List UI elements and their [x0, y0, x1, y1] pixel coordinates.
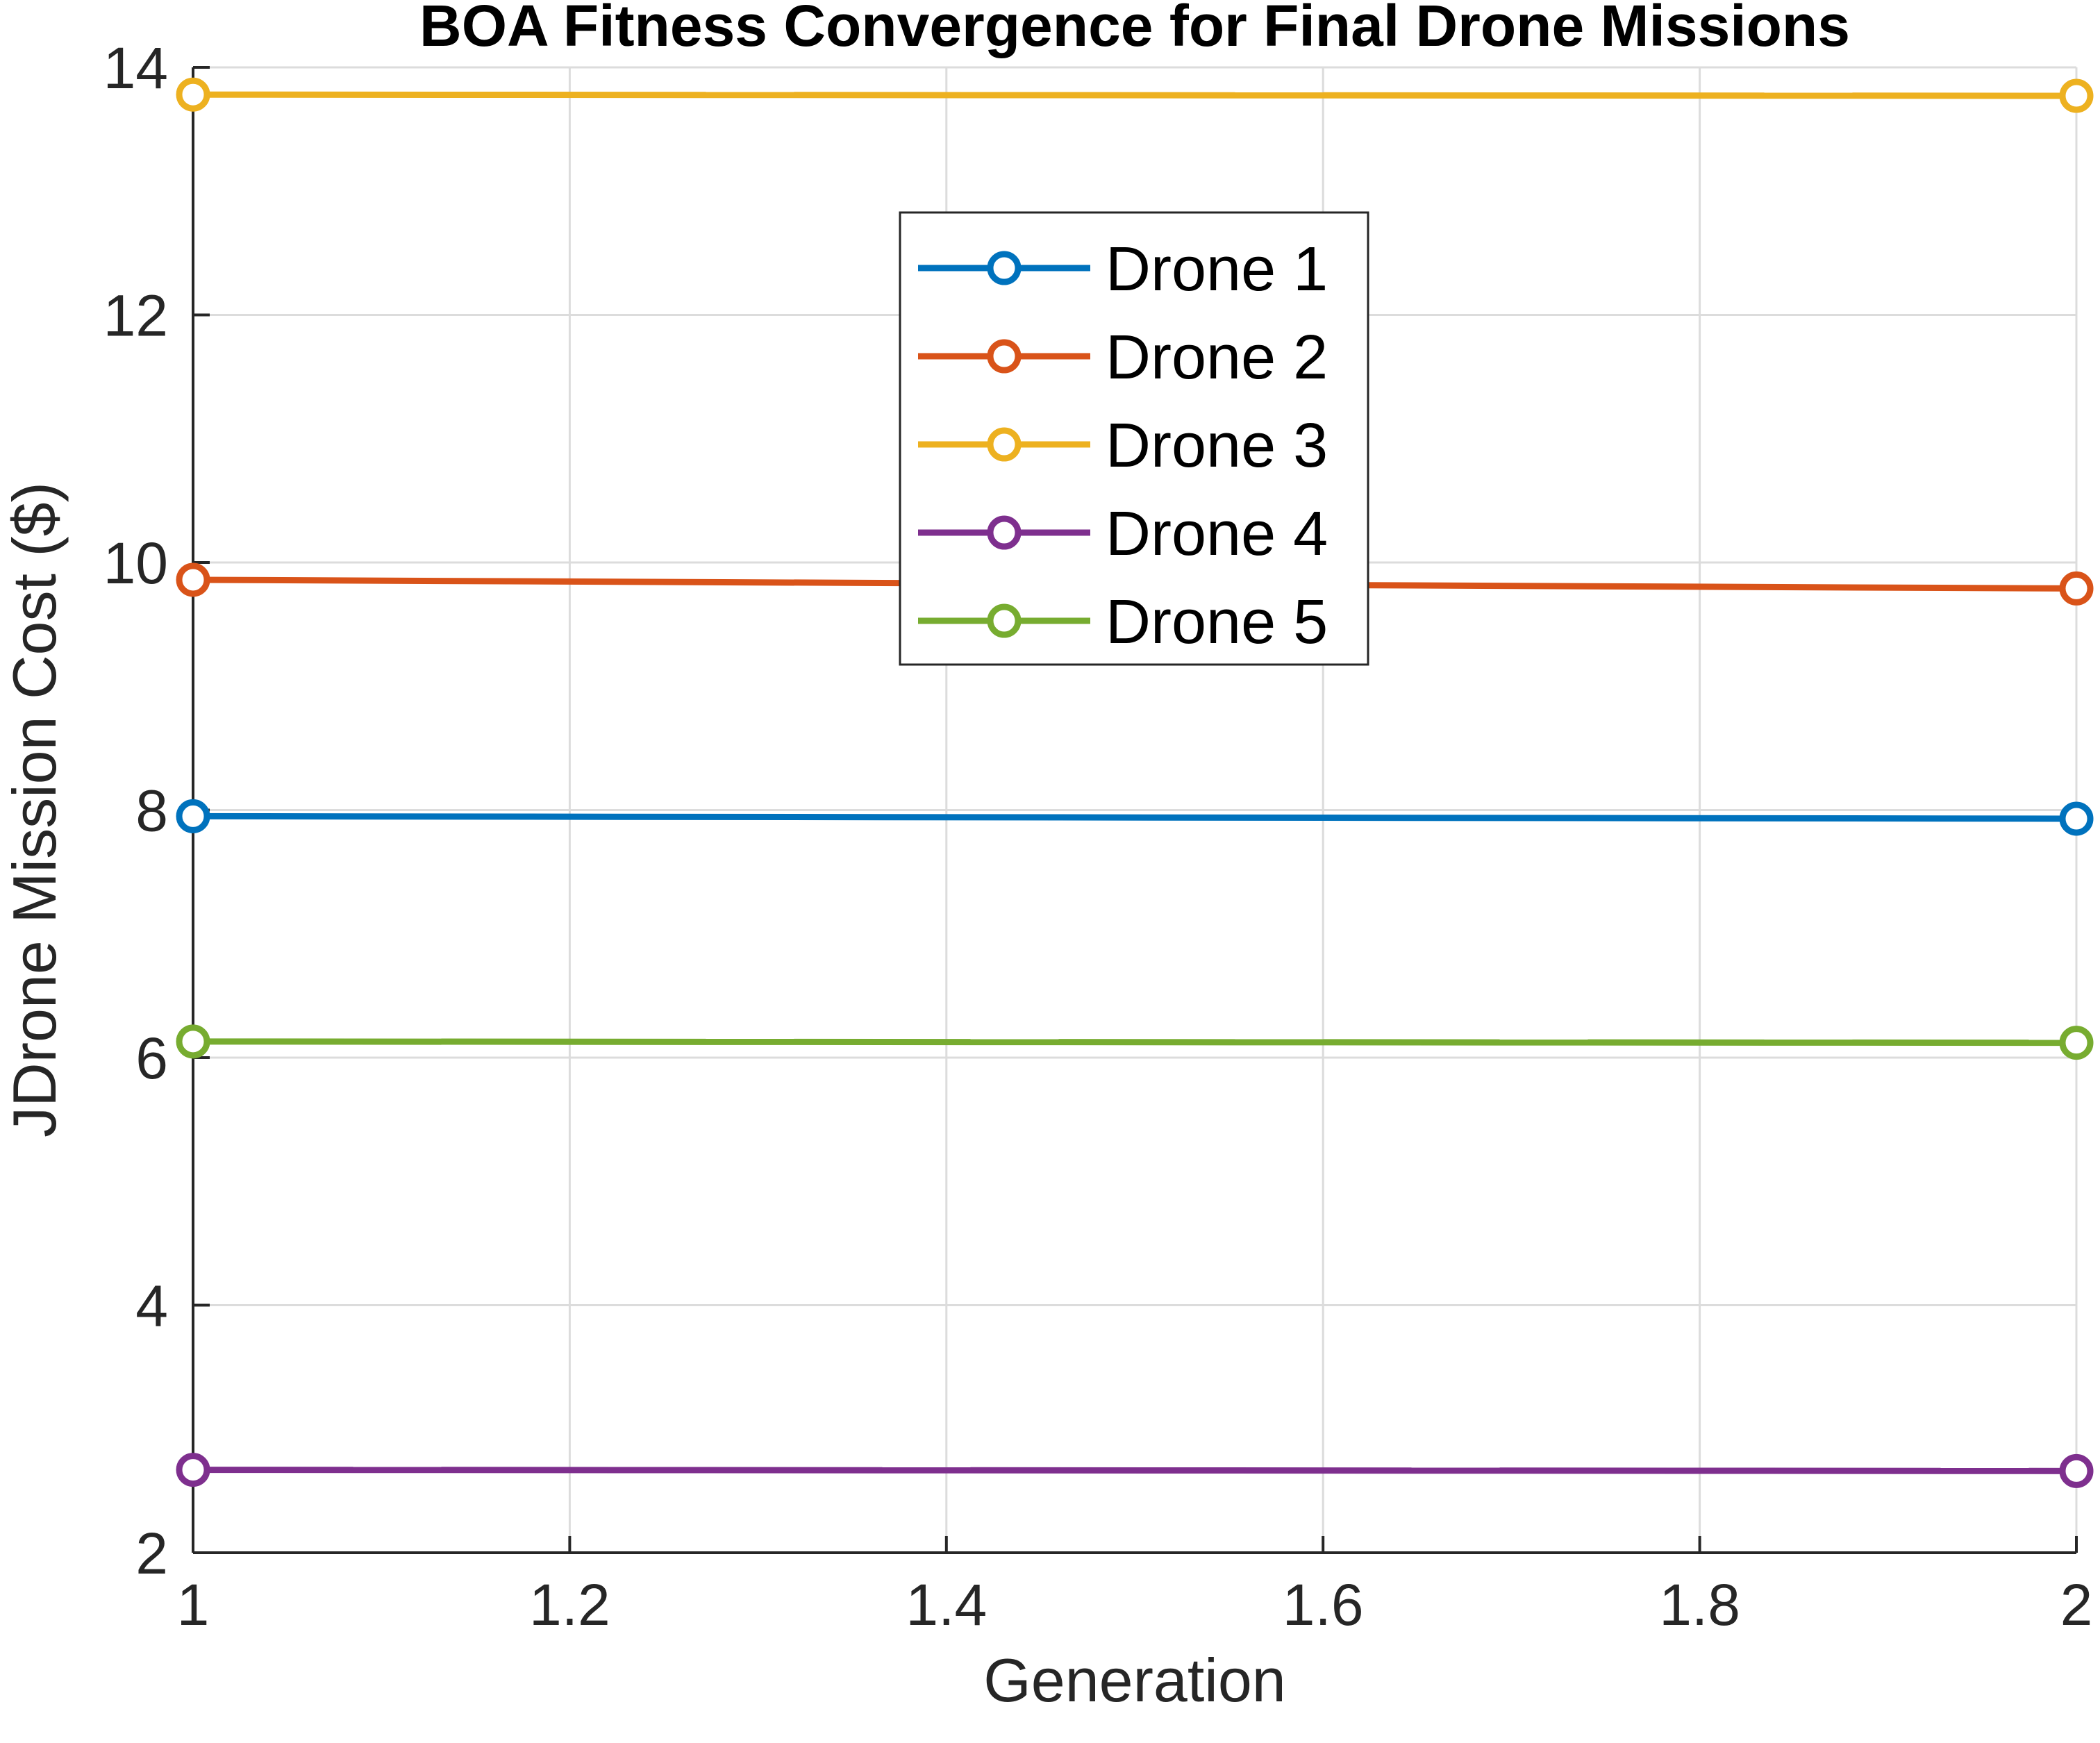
- legend-marker: [987, 515, 1022, 550]
- legend-box: [899, 211, 1369, 666]
- data-point: [176, 799, 210, 833]
- ticks: 1 1.2 1.4 1.6 1.8 2 2 4 6 8 10 12 14: [103, 35, 2093, 1637]
- series-line: [192, 812, 2077, 822]
- x-axis-label: Generation: [983, 1646, 1285, 1715]
- y-tick-label: 12: [103, 283, 168, 349]
- y-axis-label: JDrone Mission Cost ($): [0, 482, 69, 1137]
- y-tick-label: 10: [103, 531, 168, 596]
- y-tick-label: 4: [135, 1274, 168, 1339]
- series-1: [176, 799, 2094, 836]
- legend-label: Drone 5: [1106, 587, 1328, 657]
- legend-marker: [987, 339, 1022, 374]
- series-4: [176, 1453, 2094, 1488]
- data-point: [176, 562, 210, 597]
- data-point: [176, 77, 210, 112]
- series-3: [176, 77, 2094, 113]
- x-tick-label: 1.4: [906, 1572, 987, 1637]
- legend: Drone 1 Drone 2 Drone 3 Drone 4 Drone 5: [899, 211, 1369, 666]
- y-tick-label: 14: [103, 35, 168, 101]
- legend-entry: Drone 4: [918, 499, 1328, 569]
- data-point: [176, 1453, 210, 1487]
- y-tick-label: 8: [135, 778, 168, 844]
- series-line: [192, 1467, 2077, 1474]
- series-line: [192, 91, 2077, 99]
- y-tick-label: 2: [135, 1521, 168, 1586]
- chart-title: BOA Fitness Convergence for Final Drone …: [419, 0, 1850, 58]
- legend-entry: Drone 1: [918, 235, 1328, 304]
- legend-label: Drone 4: [1106, 499, 1328, 569]
- data-point: [2059, 801, 2094, 836]
- series-5: [176, 1024, 2094, 1060]
- legend-label: Drone 1: [1106, 235, 1328, 304]
- x-tick-label: 1.2: [529, 1572, 610, 1637]
- x-tick-label: 1: [177, 1572, 210, 1637]
- series: [176, 77, 2094, 1488]
- data-point: [176, 1024, 210, 1059]
- legend-label: Drone 3: [1106, 411, 1328, 481]
- y-tick-label: 6: [135, 1026, 168, 1091]
- x-tick-label: 2: [2060, 1572, 2093, 1637]
- legend-entry: Drone 2: [918, 323, 1328, 392]
- data-point: [2059, 1026, 2094, 1060]
- data-point: [2059, 1453, 2094, 1488]
- legend-marker: [987, 251, 1022, 285]
- data-point: [2059, 78, 2094, 113]
- x-tick-label: 1.6: [1283, 1572, 1364, 1637]
- legend-label: Drone 2: [1106, 323, 1328, 392]
- legend-marker: [987, 603, 1022, 638]
- legend-marker: [987, 427, 1022, 462]
- legend-entry: Drone 3: [918, 411, 1328, 481]
- data-point: [2059, 571, 2094, 606]
- legend-entry: Drone 5: [918, 587, 1328, 657]
- x-tick-label: 1.8: [1659, 1572, 1740, 1637]
- series-line: [192, 1038, 2077, 1046]
